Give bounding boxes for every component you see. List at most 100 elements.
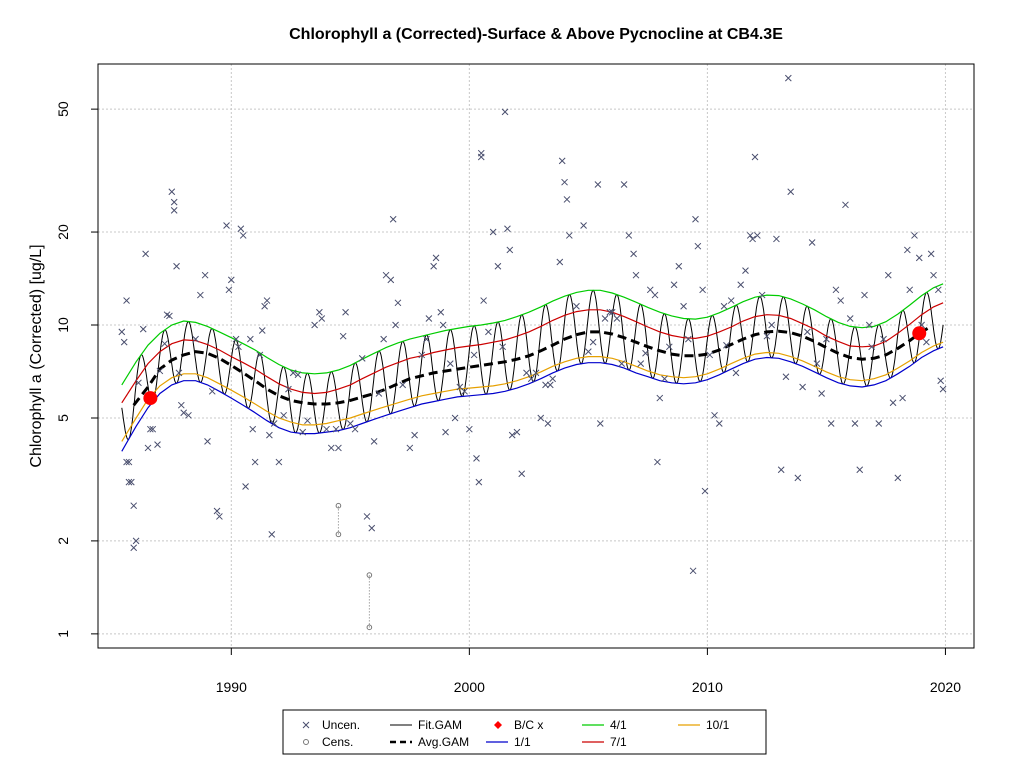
y-tick-label: 2 [55,537,71,545]
uncensored-point [123,458,130,466]
uncensored-point [727,297,735,304]
uncensored-point [168,188,176,196]
uncensored-point [699,286,706,294]
uncensored-point [246,335,254,343]
uncensored-point [832,286,840,294]
legend-label-bc: B/C x [514,718,543,732]
uncensored-point [342,308,349,316]
x-tick-label: 2020 [930,679,961,695]
y-tick-label: 5 [55,414,71,422]
uncensored-point [501,108,509,116]
uncensored-point [558,157,566,165]
uncensored-point [804,328,811,336]
uncensored-point [903,246,911,254]
uncensored-point [323,425,330,433]
uncensored-point [656,394,664,402]
uncensored-point [332,425,340,433]
legend-label-uncen: Uncen. [322,718,360,732]
plot-area [118,74,947,631]
uncensored-point [175,369,183,377]
uncensored-point [889,399,897,407]
uncensored-point [777,466,785,474]
uncensored-point [732,369,740,377]
uncensored-point [346,420,354,427]
legend-symbol-uncen [302,721,310,729]
uncensored-point [573,302,580,310]
uncensored-point [142,250,149,258]
uncensored-point [818,390,826,397]
uncensored-point [937,377,945,385]
uncensored-point [537,414,545,422]
uncensored-point [261,302,268,310]
uncensored-point [670,281,678,289]
uncensored-point [173,262,180,270]
uncensored-point [166,312,173,320]
uncensored-point [561,178,568,186]
legend: Uncen. Cens. Fit.GAM Avg.GAM B/C x 1/1 4/1 7/1 1… [282,709,767,755]
q1-1-line [121,346,944,452]
uncensored-point [794,474,802,482]
uncensored-point [480,297,487,304]
legend-box [282,709,767,755]
uncensored-point [216,513,223,520]
q7-1-line [121,302,944,404]
uncensored-point [227,276,235,284]
uncensored-point [237,225,245,233]
uncensored-point [135,379,142,387]
uncensored-point [316,308,323,316]
uncensored-point [170,207,178,214]
uncensored-point [370,438,378,445]
censored-point [335,531,342,538]
uncensored-point [120,338,128,346]
uncensored-point [508,431,516,439]
uncensored-point [513,428,521,436]
uncensored-point [130,544,138,552]
uncensored-point [423,335,430,343]
uncensored-point [406,444,414,452]
grid [98,64,974,648]
uncensored-point [651,291,659,299]
uncensored-point [632,271,640,279]
uncensored-point [899,394,906,402]
uncensored-point [784,74,792,82]
uncensored-point [782,373,790,381]
uncensored-point [368,524,376,532]
uncensored-point [692,215,699,223]
uncensored-point [625,232,633,239]
uncensored-point [620,181,628,188]
censored-point [366,624,373,631]
uncensored-point [470,351,478,359]
uncensored-point [399,381,407,389]
uncensored-point [868,343,875,351]
uncensored-point [749,235,756,243]
uncensored-point [934,286,942,294]
uncensored-point [358,354,366,362]
uncensored-point [637,360,645,367]
uncensored-point [546,381,554,389]
uncensored-point [411,431,418,439]
uncensored-point [504,225,511,233]
uncensored-point [204,438,211,445]
avg-gam-line [132,325,932,407]
legend-label-fit: Fit.GAM [418,718,462,732]
uncensored-point [123,297,130,304]
uncensored-point [837,297,845,304]
uncensored-point [235,343,242,351]
legend-label-q7: 7/1 [610,735,627,749]
uncensored-point [737,281,745,289]
uncensored-point [144,444,152,452]
uncensored-point [256,351,264,359]
uncensored-point [751,153,759,161]
y-tick-label: 50 [55,101,71,117]
uncensored-point [618,360,626,367]
uncensored-point [880,335,887,343]
uncensored-point [223,222,230,229]
uncensored-point [437,308,445,316]
uncensored-point [923,338,930,346]
uncensored-point [606,308,614,316]
uncensored-point [170,198,178,206]
uncensored-point [768,321,776,329]
uncensored-point [911,232,918,239]
uncensored-point [192,335,199,343]
